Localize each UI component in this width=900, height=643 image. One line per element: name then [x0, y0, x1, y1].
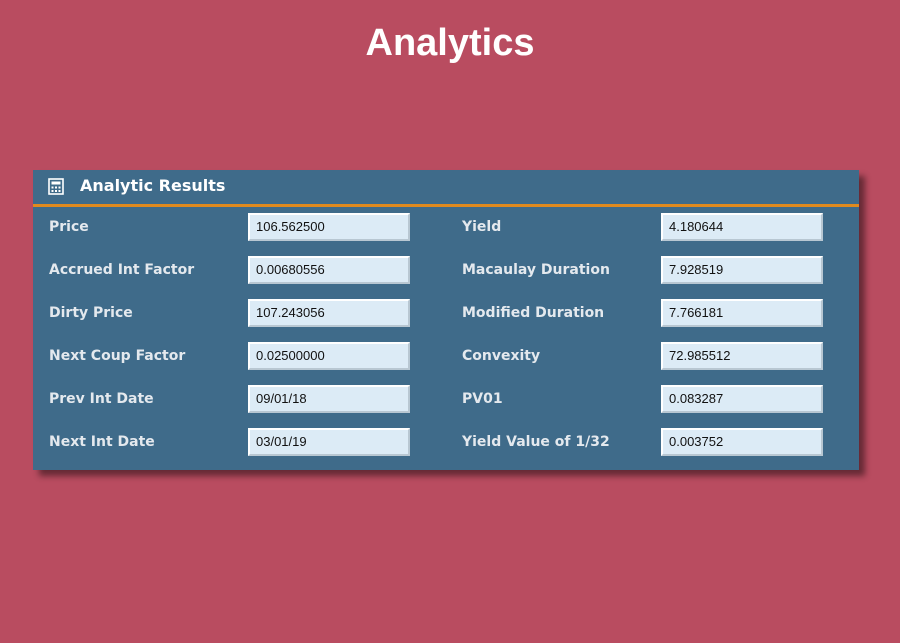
field-label: Next Int Date — [49, 434, 155, 450]
value-field[interactable]: 4.180644 — [661, 213, 823, 241]
value-field[interactable]: 03/01/19 — [248, 428, 410, 456]
calculator-icon — [48, 178, 64, 195]
field-label: Yield — [462, 219, 502, 235]
results-panel: Analytic Results Price 106.562500 Yield 4.1… — [33, 170, 859, 470]
field-label: Prev Int Date — [49, 391, 154, 407]
field-label: Accrued Int Factor — [49, 262, 195, 278]
field-label: Price — [49, 219, 89, 235]
panel-header: Analytic Results — [33, 170, 859, 207]
value-field[interactable]: 107.243056 — [248, 299, 410, 327]
value-field[interactable]: 09/01/18 — [248, 385, 410, 413]
field-label: Yield Value of 1/32 — [462, 434, 610, 450]
panel-title: Analytic Results — [80, 176, 226, 195]
value-field[interactable]: 0.02500000 — [248, 342, 410, 370]
value-field[interactable]: 72.985512 — [661, 342, 823, 370]
field-label: Convexity — [462, 348, 541, 364]
value-field[interactable]: 7.928519 — [661, 256, 823, 284]
page-title: Analytics — [365, 22, 535, 64]
field-label: Next Coup Factor — [49, 348, 186, 364]
field-label: PV01 — [462, 391, 503, 407]
value-field[interactable]: 0.083287 — [661, 385, 823, 413]
value-field[interactable]: 7.766181 — [661, 299, 823, 327]
value-field[interactable]: 0.00680556 — [248, 256, 410, 284]
value-field[interactable]: 0.003752 — [661, 428, 823, 456]
field-label: Modified Duration — [462, 305, 605, 321]
value-field[interactable]: 106.562500 — [248, 213, 410, 241]
field-label: Macaulay Duration — [462, 262, 610, 278]
field-label: Dirty Price — [49, 305, 133, 321]
